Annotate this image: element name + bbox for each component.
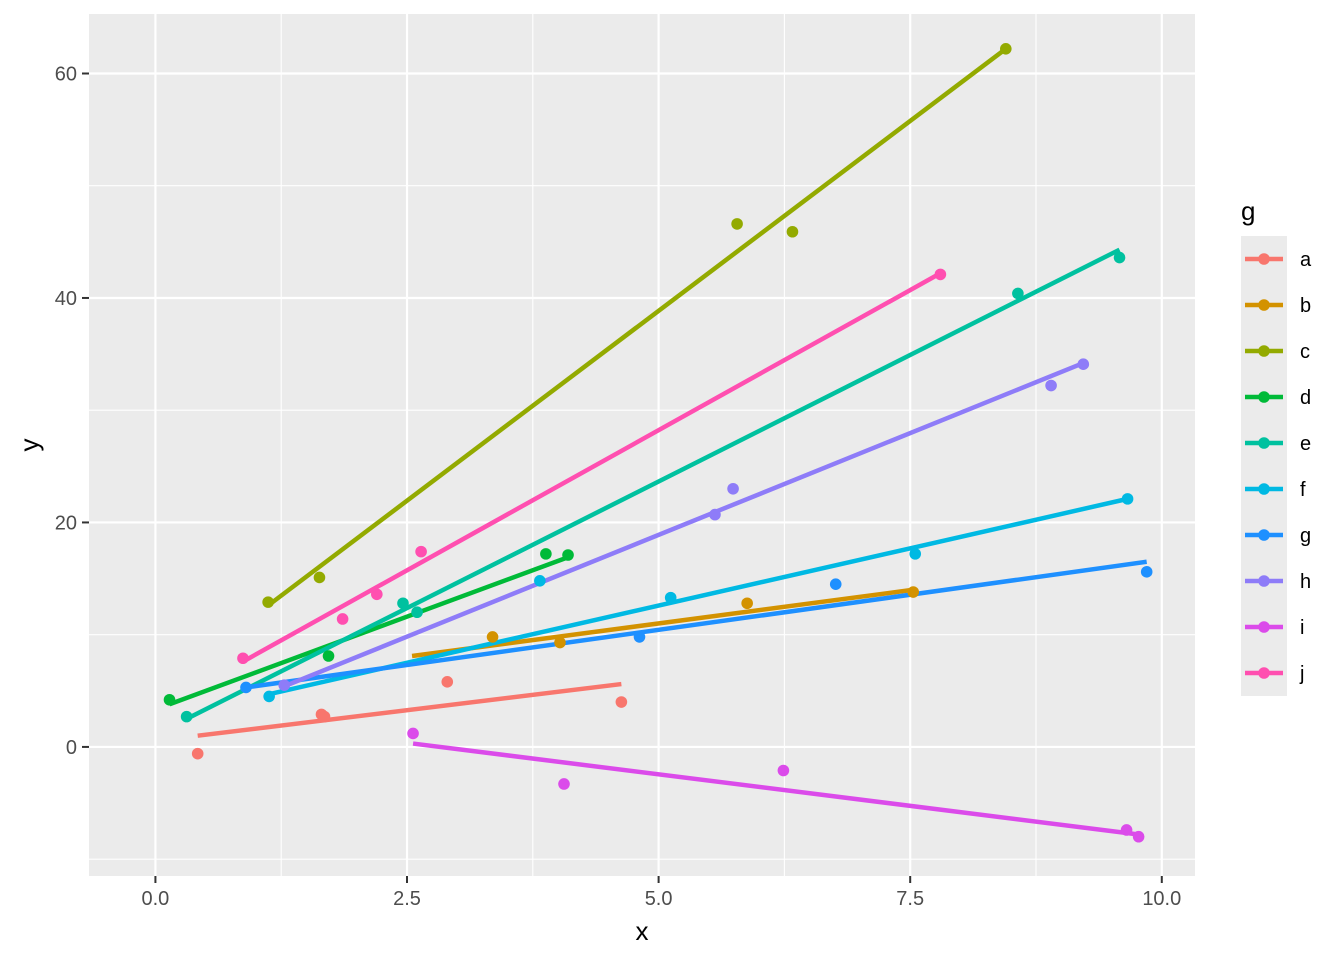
point-h <box>278 679 291 691</box>
point-i <box>558 778 570 790</box>
point-j <box>934 268 947 281</box>
point-b <box>907 586 920 598</box>
legend-label-i: i <box>1300 617 1304 639</box>
point-e <box>1012 287 1024 300</box>
point-f <box>909 548 922 560</box>
point-h <box>1077 358 1090 370</box>
fit-line-g <box>245 559 1148 690</box>
point-b <box>741 597 753 610</box>
fit-line-a <box>197 681 622 738</box>
point-j <box>415 545 427 558</box>
point-d <box>562 549 574 561</box>
y-axis-title: y <box>14 439 44 452</box>
fit-line-c <box>266 46 1008 608</box>
point-c <box>731 218 743 230</box>
legend-label-h: h <box>1300 571 1311 593</box>
point-h <box>727 482 739 495</box>
legend-label-b: b <box>1300 295 1311 317</box>
point-i <box>1132 830 1145 843</box>
point-e <box>180 710 193 723</box>
legend-label-a: a <box>1300 249 1312 271</box>
fit-line-h <box>283 360 1085 689</box>
point-j <box>237 652 249 665</box>
point-e <box>397 597 409 610</box>
minor-gridlines <box>89 14 1195 876</box>
point-c <box>1000 42 1012 55</box>
fit-line-i <box>412 741 1139 837</box>
x-tick-label: 7.5 <box>896 888 924 910</box>
point-i <box>1120 824 1133 836</box>
legend-key-point-e <box>1258 437 1270 449</box>
y-tick-label: 20 <box>55 512 77 534</box>
legend-key-point-f <box>1258 483 1270 495</box>
y-tick-label: 0 <box>66 737 77 759</box>
point-a <box>318 710 331 723</box>
point-d <box>163 693 176 706</box>
point-e <box>411 606 423 619</box>
point-d <box>540 548 552 560</box>
x-tick-label: 2.5 <box>393 888 421 910</box>
legend: g a b c d e f g h i j <box>1241 196 1312 696</box>
point-h <box>709 508 721 521</box>
y-tick-label: 60 <box>55 63 77 85</box>
x-tick-label: 0.0 <box>142 888 170 910</box>
legend-label-c: c <box>1300 341 1310 363</box>
point-f <box>664 591 677 604</box>
point-i <box>407 727 419 740</box>
point-b <box>554 636 566 649</box>
point-c <box>313 571 326 584</box>
legend-key-point-c <box>1258 345 1270 357</box>
fit-line-d <box>168 555 569 707</box>
point-g <box>240 681 252 694</box>
point-f <box>534 575 546 587</box>
fit-lines <box>168 46 1148 837</box>
legend-key-point-b <box>1258 299 1270 311</box>
point-d <box>322 650 335 662</box>
y-axis: 0 20 40 60 <box>55 63 89 759</box>
plot-panel <box>89 14 1195 876</box>
point-j <box>336 613 349 625</box>
fit-line-e <box>185 247 1121 721</box>
point-a <box>615 696 628 708</box>
point-c <box>262 596 274 608</box>
fit-line-j <box>241 271 942 664</box>
legend-key-point-j <box>1258 667 1270 679</box>
legend-key-point-h <box>1258 575 1270 587</box>
point-g <box>829 578 842 590</box>
legend-label-e: e <box>1300 433 1311 455</box>
point-c <box>786 225 799 238</box>
x-tick-label: 10.0 <box>1142 888 1181 910</box>
point-g <box>633 631 646 643</box>
major-gridlines <box>89 14 1195 876</box>
point-h <box>1045 379 1057 392</box>
legend-key-point-g <box>1258 529 1270 541</box>
point-j <box>371 588 383 601</box>
legend-label-d: d <box>1300 387 1311 409</box>
legend-key-point-a <box>1258 253 1270 265</box>
data-points <box>163 42 1153 843</box>
x-axis: 0.0 2.5 5.0 7.5 10.0 <box>142 876 1181 910</box>
point-a <box>441 676 454 688</box>
x-axis-title: x <box>636 916 649 946</box>
legend-key-background <box>1241 236 1287 696</box>
legend-title: g <box>1241 196 1255 226</box>
legend-key-point-i <box>1258 621 1270 633</box>
point-f <box>263 690 275 703</box>
legend-key-point-d <box>1258 391 1270 403</box>
legend-label-j: j <box>1299 663 1304 685</box>
fit-line-b <box>411 587 914 659</box>
point-b <box>486 631 499 643</box>
x-tick-label: 5.0 <box>645 888 673 910</box>
y-tick-label: 40 <box>55 288 77 310</box>
legend-label-g: g <box>1300 525 1311 547</box>
point-i <box>777 764 790 777</box>
fit-line-f <box>268 496 1129 697</box>
legend-label-f: f <box>1300 479 1306 501</box>
point-e <box>1113 251 1126 264</box>
point-a <box>191 747 204 760</box>
point-f <box>1121 493 1134 505</box>
point-g <box>1140 566 1153 578</box>
